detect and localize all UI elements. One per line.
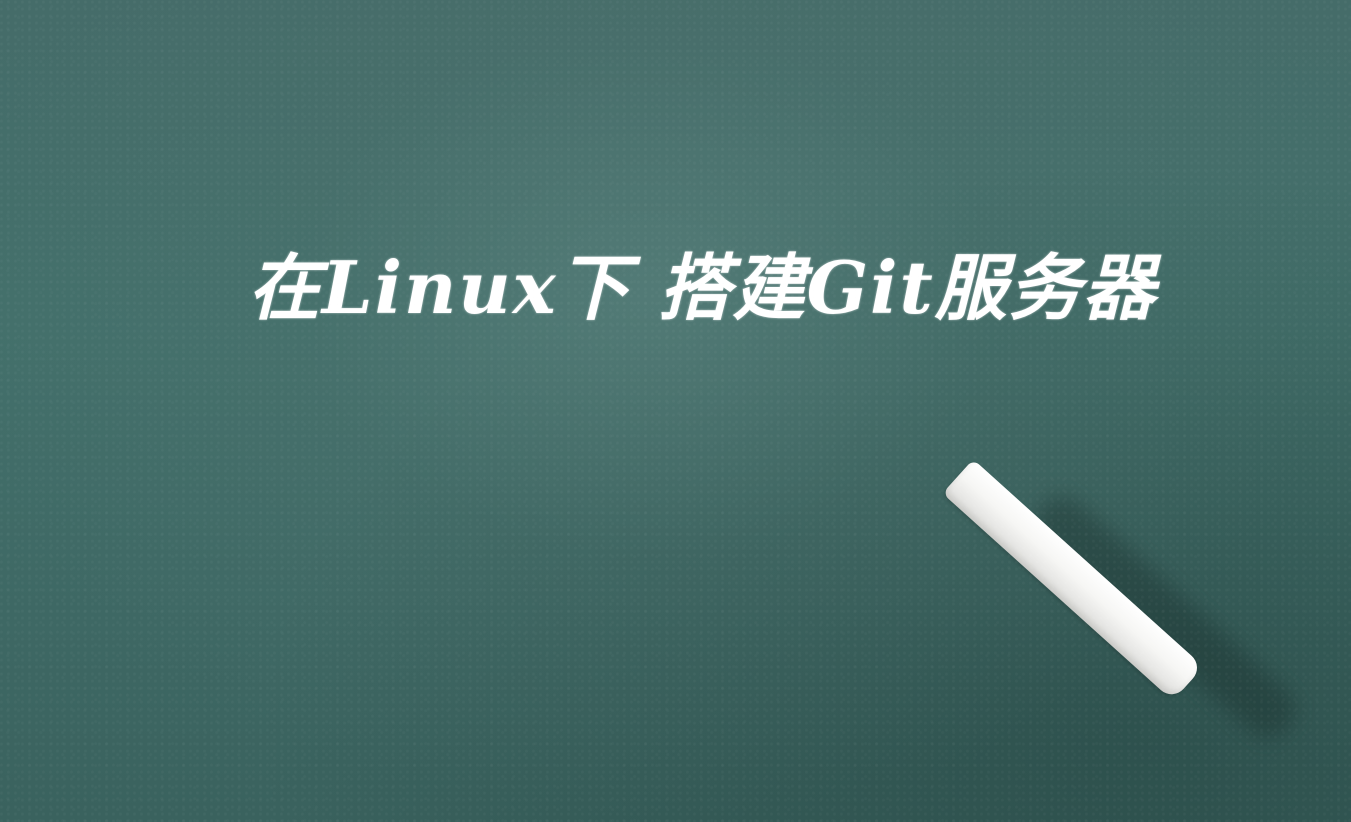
- title-text: 在Linux下 搭建Git服务器: [248, 245, 1157, 330]
- chalk-shadow: [1024, 486, 1306, 748]
